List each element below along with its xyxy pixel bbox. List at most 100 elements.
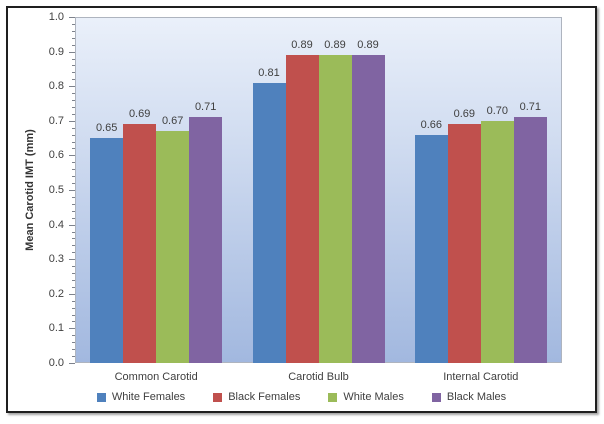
value-label: 0.69 — [453, 108, 476, 121]
y-minor-tick — [72, 342, 75, 344]
bar — [447, 124, 481, 363]
y-major-tick — [69, 293, 75, 295]
legend-item: Black Males — [431, 391, 507, 403]
y-minor-tick — [72, 79, 75, 81]
y-minor-tick — [72, 141, 75, 143]
legend-label: White Females — [111, 391, 186, 403]
y-minor-tick — [72, 65, 75, 67]
y-minor-tick — [72, 321, 75, 323]
y-minor-tick — [72, 23, 75, 25]
y-major-tick — [69, 259, 75, 261]
value-label: 0.81 — [258, 66, 280, 79]
legend-label: Black Males — [446, 391, 507, 403]
y-tick-label: 0.8 — [48, 80, 64, 93]
value-label: 0.67 — [161, 115, 184, 128]
y-minor-tick — [72, 335, 75, 337]
y-minor-tick — [72, 273, 75, 275]
y-minor-tick — [72, 300, 75, 302]
y-minor-tick — [72, 307, 75, 309]
y-major-tick — [69, 224, 75, 226]
y-minor-tick — [72, 113, 75, 115]
legend-label: Black Females — [228, 391, 301, 403]
bar — [318, 55, 352, 363]
y-major-tick — [69, 328, 75, 330]
value-label: 0.89 — [324, 39, 346, 52]
y-minor-tick — [72, 210, 75, 212]
bar — [156, 131, 190, 363]
y-minor-tick — [72, 279, 75, 281]
y-minor-tick — [72, 37, 75, 39]
y-tick-label: 1.0 — [48, 11, 64, 23]
y-tick-label: 0.9 — [48, 45, 64, 58]
y-tick-label: 0.6 — [48, 149, 64, 162]
bar — [90, 138, 124, 363]
y-minor-tick — [72, 176, 75, 178]
legend-swatch-icon — [328, 392, 338, 402]
y-minor-tick — [72, 44, 75, 46]
value-label: 0.89 — [291, 39, 313, 52]
y-tick-label: 0.3 — [48, 253, 64, 266]
y-tick-label: 0.0 — [48, 357, 64, 369]
y-major-tick — [69, 86, 75, 88]
y-minor-tick — [72, 266, 75, 268]
y-major-tick — [69, 363, 75, 364]
legend: White Females Black Females White Males Bla… — [8, 391, 595, 403]
y-minor-tick — [72, 169, 75, 171]
y-minor-tick — [72, 162, 75, 164]
y-minor-tick — [72, 148, 75, 150]
value-label: 0.65 — [95, 122, 118, 135]
y-tick-label: 0.2 — [48, 287, 64, 300]
y-minor-tick — [72, 314, 75, 316]
legend-item: Black Females — [213, 391, 300, 403]
bar — [285, 55, 319, 363]
y-minor-tick — [72, 58, 75, 60]
legend-swatch-icon — [96, 392, 106, 402]
y-minor-tick — [72, 356, 75, 358]
category-label: Common Carotid — [114, 371, 198, 383]
category-label: Internal Carotid — [443, 371, 519, 383]
y-major-tick — [69, 51, 75, 53]
value-label: 0.66 — [420, 118, 443, 131]
y-major-tick — [69, 190, 75, 191]
bar — [189, 117, 223, 363]
x-axis-category-labels: Common Carotid Carotid Bulb Internal Carot… — [75, 371, 562, 383]
bar — [252, 82, 286, 363]
y-minor-tick — [72, 30, 75, 32]
y-minor-tick — [72, 183, 75, 185]
value-label: 0.70 — [486, 104, 509, 117]
y-minor-tick — [72, 231, 75, 233]
bar — [351, 55, 385, 363]
y-minor-tick — [72, 134, 75, 136]
legend-label: White Males — [343, 391, 404, 403]
y-minor-tick — [72, 217, 75, 219]
y-minor-tick — [72, 238, 75, 240]
category-label: Carotid Bulb — [288, 371, 349, 383]
bar — [123, 124, 157, 363]
bar — [513, 117, 547, 363]
legend-swatch-icon — [213, 392, 223, 402]
y-minor-tick — [72, 196, 75, 198]
y-minor-tick — [72, 72, 75, 74]
y-tick-label: 0.4 — [48, 218, 64, 231]
y-minor-tick — [72, 286, 75, 288]
y-minor-tick — [72, 93, 75, 95]
y-tick-label: 0.5 — [48, 184, 64, 196]
y-minor-tick — [72, 252, 75, 254]
y-minor-tick — [72, 349, 75, 351]
legend-item: White Females — [96, 391, 186, 403]
value-label: 0.71 — [194, 101, 217, 114]
value-label: 0.89 — [357, 39, 379, 52]
y-minor-tick — [72, 203, 75, 205]
value-label: 0.71 — [519, 101, 542, 114]
y-major-tick — [69, 17, 75, 18]
y-tick-label: 0.1 — [48, 322, 64, 335]
legend-item: White Males — [328, 391, 404, 403]
y-minor-tick — [72, 127, 75, 129]
value-label: 0.69 — [128, 108, 151, 121]
legend-swatch-icon — [431, 392, 441, 402]
y-minor-tick — [72, 245, 75, 247]
bar — [480, 120, 514, 363]
y-minor-tick — [72, 106, 75, 108]
y-minor-tick — [72, 100, 75, 102]
